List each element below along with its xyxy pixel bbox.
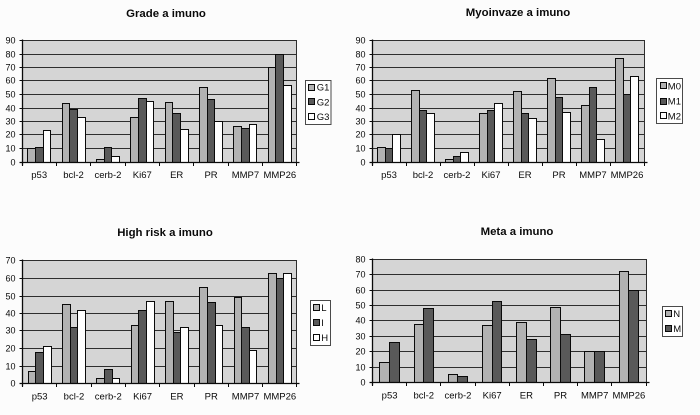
svg-text:bcl-2: bcl-2 <box>64 392 85 403</box>
svg-text:M1: M1 <box>668 96 681 107</box>
svg-text:40: 40 <box>355 316 365 326</box>
svg-text:10: 10 <box>5 144 15 154</box>
svg-text:G1: G1 <box>317 83 330 94</box>
svg-text:MMP7: MMP7 <box>581 391 608 402</box>
svg-text:80: 80 <box>355 255 365 265</box>
svg-text:70: 70 <box>355 63 365 73</box>
svg-text:High risk a imuno: High risk a imuno <box>117 227 213 239</box>
svg-text:MMP7: MMP7 <box>232 392 259 403</box>
svg-text:10: 10 <box>5 362 15 372</box>
svg-text:80: 80 <box>355 50 365 60</box>
svg-text:Ki67: Ki67 <box>483 391 502 402</box>
svg-text:MMP26: MMP26 <box>263 392 296 403</box>
svg-text:10: 10 <box>355 363 365 373</box>
svg-text:Myoinvaze a imuno: Myoinvaze a imuno <box>466 7 570 19</box>
svg-text:50: 50 <box>355 90 365 100</box>
svg-text:G2: G2 <box>317 97 330 108</box>
svg-text:70: 70 <box>5 63 15 73</box>
svg-text:Ki67: Ki67 <box>133 170 152 181</box>
svg-text:ER: ER <box>170 170 183 181</box>
svg-text:Ki67: Ki67 <box>133 392 152 403</box>
svg-text:MMP26: MMP26 <box>613 391 646 402</box>
svg-text:N: N <box>673 309 680 320</box>
svg-text:0: 0 <box>10 379 15 389</box>
svg-text:cerb-2: cerb-2 <box>95 392 122 403</box>
svg-text:PR: PR <box>552 170 565 181</box>
svg-text:90: 90 <box>5 36 15 46</box>
svg-text:0: 0 <box>360 158 365 168</box>
svg-text:p53: p53 <box>381 170 397 181</box>
svg-text:60: 60 <box>355 76 365 86</box>
svg-text:p53: p53 <box>32 392 48 403</box>
svg-text:70: 70 <box>5 256 15 266</box>
svg-text:40: 40 <box>5 309 15 319</box>
svg-text:MMP7: MMP7 <box>232 170 259 181</box>
svg-text:60: 60 <box>5 274 15 284</box>
svg-text:20: 20 <box>355 347 365 357</box>
svg-text:Ki67: Ki67 <box>481 170 500 181</box>
svg-text:cerb-2: cerb-2 <box>444 170 471 181</box>
svg-text:ER: ER <box>170 392 183 403</box>
svg-text:ER: ER <box>520 391 533 402</box>
svg-text:60: 60 <box>355 286 365 296</box>
svg-text:90: 90 <box>355 36 365 46</box>
svg-text:M0: M0 <box>668 81 681 92</box>
svg-text:20: 20 <box>5 130 15 140</box>
svg-text:30: 30 <box>355 117 365 127</box>
svg-text:20: 20 <box>355 130 365 140</box>
svg-text:I: I <box>321 318 324 329</box>
svg-text:MMP26: MMP26 <box>611 170 644 181</box>
svg-text:cerb-2: cerb-2 <box>445 391 472 402</box>
svg-text:30: 30 <box>355 332 365 342</box>
svg-text:50: 50 <box>355 301 365 311</box>
svg-text:30: 30 <box>5 117 15 127</box>
svg-text:30: 30 <box>5 326 15 336</box>
svg-text:10: 10 <box>355 144 365 154</box>
svg-text:G3: G3 <box>317 112 330 123</box>
svg-text:bcl-2: bcl-2 <box>413 170 434 181</box>
svg-text:50: 50 <box>5 90 15 100</box>
svg-text:PR: PR <box>204 170 217 181</box>
svg-text:bcl-2: bcl-2 <box>413 391 434 402</box>
svg-text:MMP7: MMP7 <box>579 170 606 181</box>
svg-text:0: 0 <box>360 378 365 388</box>
svg-text:H: H <box>321 333 328 344</box>
svg-text:70: 70 <box>355 270 365 280</box>
svg-text:20: 20 <box>5 344 15 354</box>
svg-text:50: 50 <box>5 292 15 302</box>
svg-text:ER: ER <box>518 170 531 181</box>
svg-text:M: M <box>673 324 681 335</box>
svg-text:PR: PR <box>554 391 567 402</box>
svg-text:80: 80 <box>5 50 15 60</box>
svg-text:Meta a imuno: Meta a imuno <box>481 226 554 238</box>
svg-text:40: 40 <box>355 104 365 114</box>
svg-text:cerb-2: cerb-2 <box>94 170 121 181</box>
svg-text:PR: PR <box>205 392 218 403</box>
svg-text:60: 60 <box>5 76 15 86</box>
svg-text:p53: p53 <box>382 391 398 402</box>
svg-text:Grade a imuno: Grade a imuno <box>126 8 206 20</box>
svg-text:MMP26: MMP26 <box>263 170 296 181</box>
svg-text:bcl-2: bcl-2 <box>63 170 84 181</box>
svg-text:M2: M2 <box>668 111 681 122</box>
svg-text:40: 40 <box>5 104 15 114</box>
svg-text:L: L <box>321 303 326 314</box>
svg-text:0: 0 <box>10 158 15 168</box>
svg-text:p53: p53 <box>31 170 47 181</box>
